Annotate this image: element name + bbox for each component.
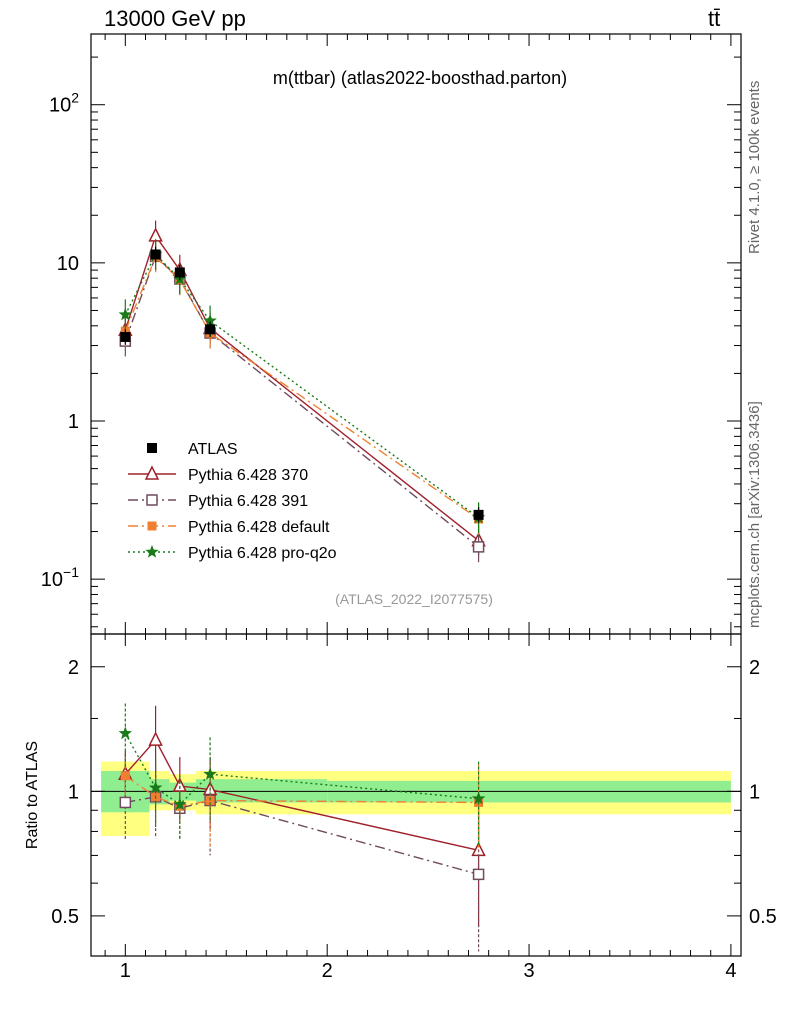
ratio-point	[472, 868, 485, 881]
series-point	[472, 541, 485, 553]
series-point	[148, 227, 163, 242]
y-tick-label: 102	[49, 90, 79, 117]
data-point	[150, 249, 161, 260]
ratio-point	[471, 791, 486, 805]
header-right-process: tt̄	[708, 6, 721, 31]
legend: ATLAS Pythia 6.428 370 Pythia 6.428 391 Pyt…	[128, 441, 337, 562]
main-panel-frame	[90, 33, 742, 635]
data-point	[120, 331, 131, 342]
ratio-point	[173, 797, 187, 811]
analysis-watermark: (ATLAS_2022_I2077575)	[335, 591, 493, 607]
ratio-point	[119, 796, 132, 809]
ratio-band-inner	[195, 779, 328, 803]
chart-title: m(ttbar) (atlas2022-boosthad.parton)	[273, 68, 567, 88]
ratio-series-line	[125, 796, 479, 876]
x-tick-label: 1	[120, 960, 131, 982]
legend-marker	[146, 494, 158, 506]
header-left-title: 13000 GeV pp	[104, 6, 246, 31]
legend-marker	[147, 443, 157, 453]
ratio-tick-label-left: 1	[68, 781, 79, 803]
legend-marker	[144, 465, 160, 480]
axis-ticks	[91, 34, 741, 956]
ratio-point	[203, 767, 217, 780]
data-point	[473, 509, 484, 520]
legend-label: Pythia 6.428 370	[188, 467, 308, 484]
ratio-tick-label-right: 0.5	[749, 906, 777, 928]
x-tick-label: 3	[523, 960, 534, 982]
legend-marker	[147, 521, 157, 531]
legend-label: Pythia 6.428 pro-q2o	[188, 545, 337, 562]
ratio-point	[118, 726, 132, 740]
ratio-tick-label-left: 0.5	[51, 906, 79, 928]
panel-frames	[90, 33, 742, 957]
legend-marker	[145, 544, 159, 558]
x-tick-label: 2	[322, 960, 333, 982]
y-tick-label: 1	[68, 411, 79, 433]
legend-label: ATLAS	[188, 441, 238, 458]
ratio-tick-label-right: 2	[749, 657, 760, 679]
ratio-uncertainty-bands	[91, 761, 741, 836]
ratio-panel-series	[118, 703, 486, 952]
axis-labels: 10−1 1 10 102 0.5 0.5 1 1 2 2 1 2 3 4 Ratio to ATLAS	[24, 90, 777, 982]
main-panel-series	[118, 220, 486, 563]
ratio-axis-label: Ratio to ATLAS	[24, 741, 41, 849]
y-tick-label: 10−1	[41, 564, 79, 591]
ratio-point	[148, 780, 163, 794]
series-point	[118, 307, 133, 321]
ratio-panel-frame	[90, 633, 742, 957]
ratio-point	[120, 771, 130, 781]
ratio-point	[148, 731, 163, 746]
ratio-tick-label-left: 2	[68, 657, 79, 679]
data-point	[174, 267, 185, 278]
legend-label: Pythia 6.428 default	[188, 519, 330, 536]
series-line	[124, 255, 479, 520]
x-tick-label: 4	[725, 960, 736, 982]
ratio-tick-label-right: 1	[749, 781, 760, 803]
legend-label: Pythia 6.428 391	[188, 493, 308, 510]
y-tick-label: 10	[57, 253, 79, 275]
data-point	[205, 324, 216, 335]
